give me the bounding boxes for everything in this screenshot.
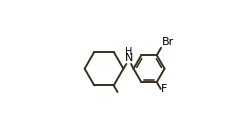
Text: N: N: [124, 53, 133, 63]
Text: Br: Br: [161, 37, 173, 47]
Text: F: F: [161, 84, 167, 94]
Text: H: H: [125, 47, 132, 57]
